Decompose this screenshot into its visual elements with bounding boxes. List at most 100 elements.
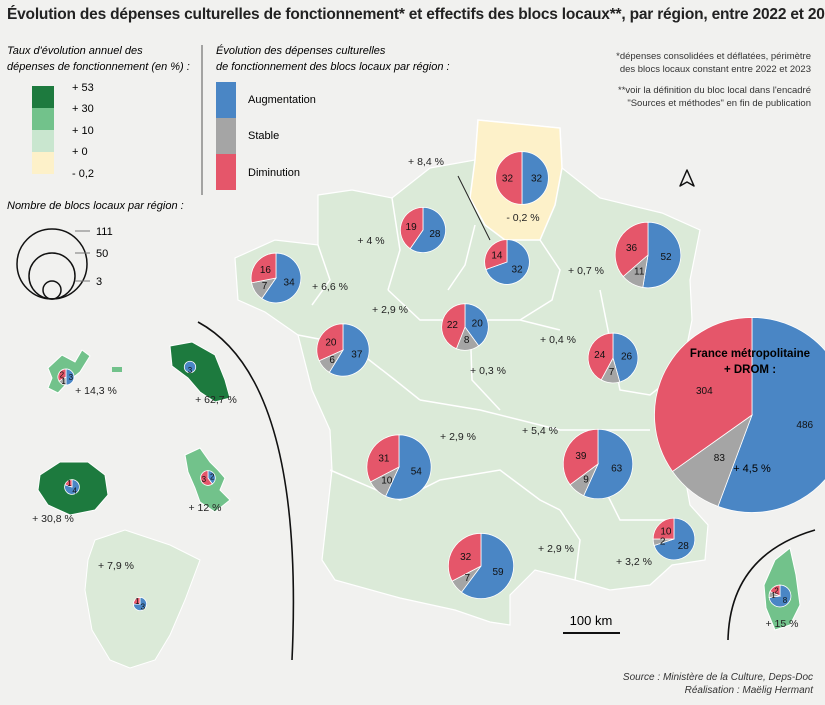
north-arrow-icon [679,169,695,187]
pie-slice-occitanie-dim [448,532,482,582]
pie-label-provence-alpes-cote-d-azur-stable: 2 [660,536,666,547]
rate-label-nouvelle-aquitaine: + 2,9 % [440,431,476,443]
region-martinique [169,341,231,403]
pie-label-guyane-dim: 1 [135,597,140,606]
rate-label-occitanie: + 2,9 % [538,543,574,555]
legend-rate-title-2: dépenses de fonctionnement (en %) : [7,61,190,73]
rate-label-auvergne-rhone-alpes: + 5,4 % [522,425,558,437]
pie-slice-auvergne-rhone-alpes-aug [583,428,634,500]
footnote-1b: des blocs locaux constant entre 2022 et … [619,64,811,75]
pie-slice-la-reunion-aug [64,479,80,495]
pie-slice-normandie-aug [409,206,447,253]
pie-slice-centre-val-de-loire-dim [441,303,466,350]
legend-size-label-111: 111 [96,226,113,238]
pie-ile-de-france: 32 14 [484,239,530,285]
pie-label-hauts-de-france-dim: 32 [502,174,514,185]
pie-label-la-reunion-dim: 1 [67,479,72,488]
pie-la-reunion: 41 [64,479,80,495]
legend-rate-label-2: + 30 [72,103,94,115]
pie-slice-mayotte-dim [200,470,213,486]
pie-label-nouvelle-aquitaine-stable: 10 [381,475,393,486]
source-block: Source : Ministère de la Culture, Deps-D… [623,671,813,697]
legend-evolution-title-2: de fonctionnement des blocs locaux par r… [216,61,450,73]
pie-label-france-total-dim: 304 [696,386,713,397]
pie-mayotte: 23 [200,470,216,486]
pie-label-normandie-dim: 19 [406,222,418,233]
pie-slice-bourgogne-franche-comte-dim [587,332,614,381]
pie-slice-hauts-de-france-dim [495,151,523,205]
legend-evolution-swatch-diminution [216,154,236,190]
pie-martinique: 3 [183,360,197,375]
pie-slice-normandie-dim [400,206,424,250]
legend-rate-class-4 [32,152,54,174]
pie-label-corse-dim: 2 [774,586,779,595]
pie-label-nouvelle-aquitaine-dim: 31 [378,453,390,464]
pie-label-mayotte-aug: 2 [210,472,215,481]
france-total-label-2: + DROM : [724,364,776,376]
pie-label-occitanie-dim: 32 [460,552,472,563]
pie-label-corse-stable: 1 [771,591,776,600]
rate-label-corse: + 15 % [766,618,799,630]
legend-size: Nombre de blocs locaux par région : 111 … [7,200,184,300]
legend-evolution-title-1: Évolution des dépenses culturelles [216,44,386,57]
pie-normandie: 28 19 [400,206,447,253]
rate-label-guadeloupe: + 14,3 % [75,385,117,397]
footnote-1a: *dépenses consolidées et déflatées, péri… [616,51,811,62]
pie-nouvelle-aquitaine: 54 10 31 [366,434,432,500]
legend-rate-label-1: + 53 [72,82,94,94]
pie-slice-nouvelle-aquitaine-aug [385,434,432,500]
legend-rate-label-3: + 10 [72,125,94,137]
pie-label-ile-de-france-aug: 32 [511,265,523,276]
pie-label-occitanie-stable: 7 [465,573,471,584]
map-title: Évolution des dépenses culturelles de fo… [7,6,825,23]
pie-guyane: 31 [132,596,147,612]
legend-rate-title-1: Taux d'évolution annuel des [7,45,143,57]
legend-size-circle-small [42,280,62,300]
rate-label-bourgogne-franche-comte: + 0,4 % [540,334,576,346]
pie-slice-bourgogne-franche-comte-aug [612,332,639,383]
pie-label-provence-alpes-cote-d-azur-dim: 10 [660,526,672,537]
legend-rate-class-2 [32,108,54,130]
pie-slice-guyane-dim [132,596,141,605]
pie-label-bretagne-stable: 7 [262,281,268,292]
pie-slice-occitanie-aug [460,532,515,600]
pie-guadeloupe: 312 [57,368,75,386]
idf-leader-line [457,175,491,241]
pie-label-mayotte-dim: 3 [202,475,207,484]
pie-slice-france-total-dim [654,317,753,472]
legend-evolution-swatch-stable [216,118,236,154]
legend-rate-label-5: - 0,2 [72,168,94,180]
pie-label-centre-val-de-loire-stable: 8 [464,335,470,346]
pie-centre-val-de-loire: 208 22 [441,303,489,351]
pie-corse: 812 [768,584,792,608]
rate-label-guyane: + 7,9 % [98,560,134,572]
pie-slice-grand-est-aug [642,221,682,289]
rate-label-ile-de-france: + 8,4 % [408,156,444,168]
pie-slice-auvergne-rhone-alpes-dim [562,428,599,486]
pie-label-auvergne-rhone-alpes-dim: 39 [575,451,587,462]
pie-label-normandie-aug: 28 [429,229,441,240]
rate-label-grand-est: + 0,7 % [568,265,604,277]
legend-evolution: Évolution des dépenses culturelles de fo… [216,44,450,190]
pie-provence-alpes-cote-d-azur: 28 210 [652,517,696,561]
credit-text: Réalisation : Maëlig Hermant [684,685,813,696]
france-total-label-1: France métropolitaine [690,348,810,360]
pie-slice-hauts-de-france-aug [521,151,549,205]
rate-label-normandie: + 4 % [357,235,384,247]
pie-auvergne-rhone-alpes: 63 9 39 [562,428,634,500]
rate-label-provence-alpes-cote-d-azur: + 3,2 % [616,556,652,568]
pie-label-guadeloupe-stable: 1 [61,377,66,386]
pie-slice-guadeloupe-aug [65,368,75,386]
rate-label-layer: - 0,2 % + 4 % + 8,4 % + 0,7 % + 6,6 % + 2,9 %… [32,156,798,630]
legend-evolution-label-augmentation: Augmentation [248,94,316,106]
pie-label-bourgogne-franche-comte-aug: 26 [621,352,633,363]
pie-france-total: 486 83 304 [654,317,825,513]
pie-slice-provence-alpes-cote-d-azur-aug [653,517,696,561]
rate-label-bretagne: + 6,6 % [312,281,348,293]
rate-label-centre-val-de-loire: + 0,3 % [470,365,506,377]
pie-label-pays-de-la-loire-dim: 20 [325,338,337,349]
pie-bretagne: 34 7 16 [250,252,302,304]
pie-pays-de-la-loire: 37 6 20 [316,323,370,377]
